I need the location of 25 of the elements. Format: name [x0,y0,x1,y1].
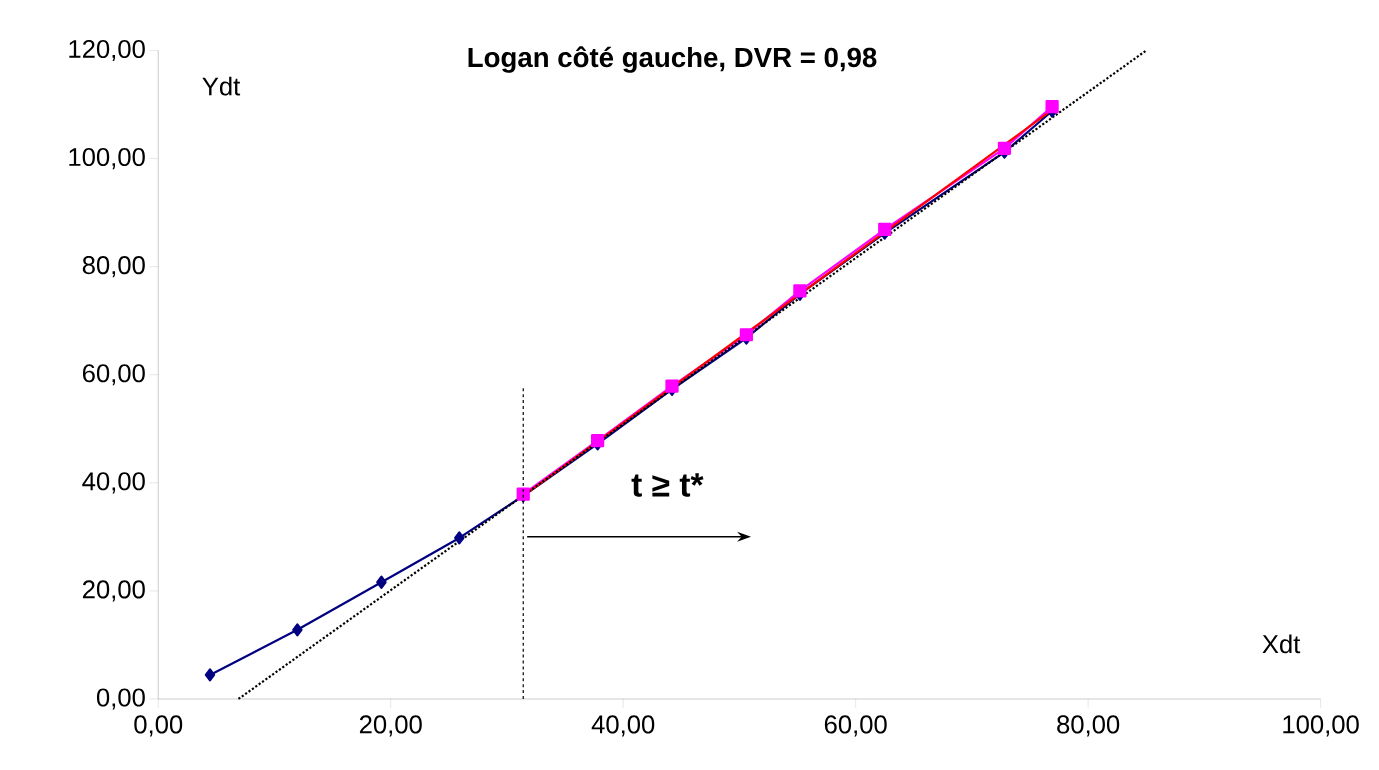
x-tick-label: 100,00 [1283,715,1359,737]
point [204,668,216,682]
point [292,623,303,637]
x-tick-label: 0,00 [134,715,183,737]
y-tick-label: 120,00 [69,39,145,61]
y-tick-label: 60,00 [82,364,145,386]
point [1045,99,1059,114]
point [591,433,605,448]
x-tick-label: 40,00 [591,715,655,737]
point [878,222,892,236]
annotation: t ≥ t* [631,473,704,497]
y-tick-label: 20,00 [82,580,145,602]
point [376,575,387,589]
x-tick-label: 80,00 [1057,715,1120,737]
point [997,141,1012,155]
point [454,531,465,545]
chart-title: Logan côté gauche, DVR = 0,98 [468,46,877,73]
y-tick-label: 0,00 [96,688,145,710]
y-axis-title: Ydt [202,76,241,96]
x-tick-label: 60,00 [824,715,887,737]
y-tick-label: 80,00 [82,255,145,278]
x-tick-label: 20,00 [359,715,422,737]
x-axis-title: Xdt [1262,634,1301,654]
y-tick-label: 40,00 [82,472,145,494]
y-tick-label: 100,00 [69,147,145,170]
